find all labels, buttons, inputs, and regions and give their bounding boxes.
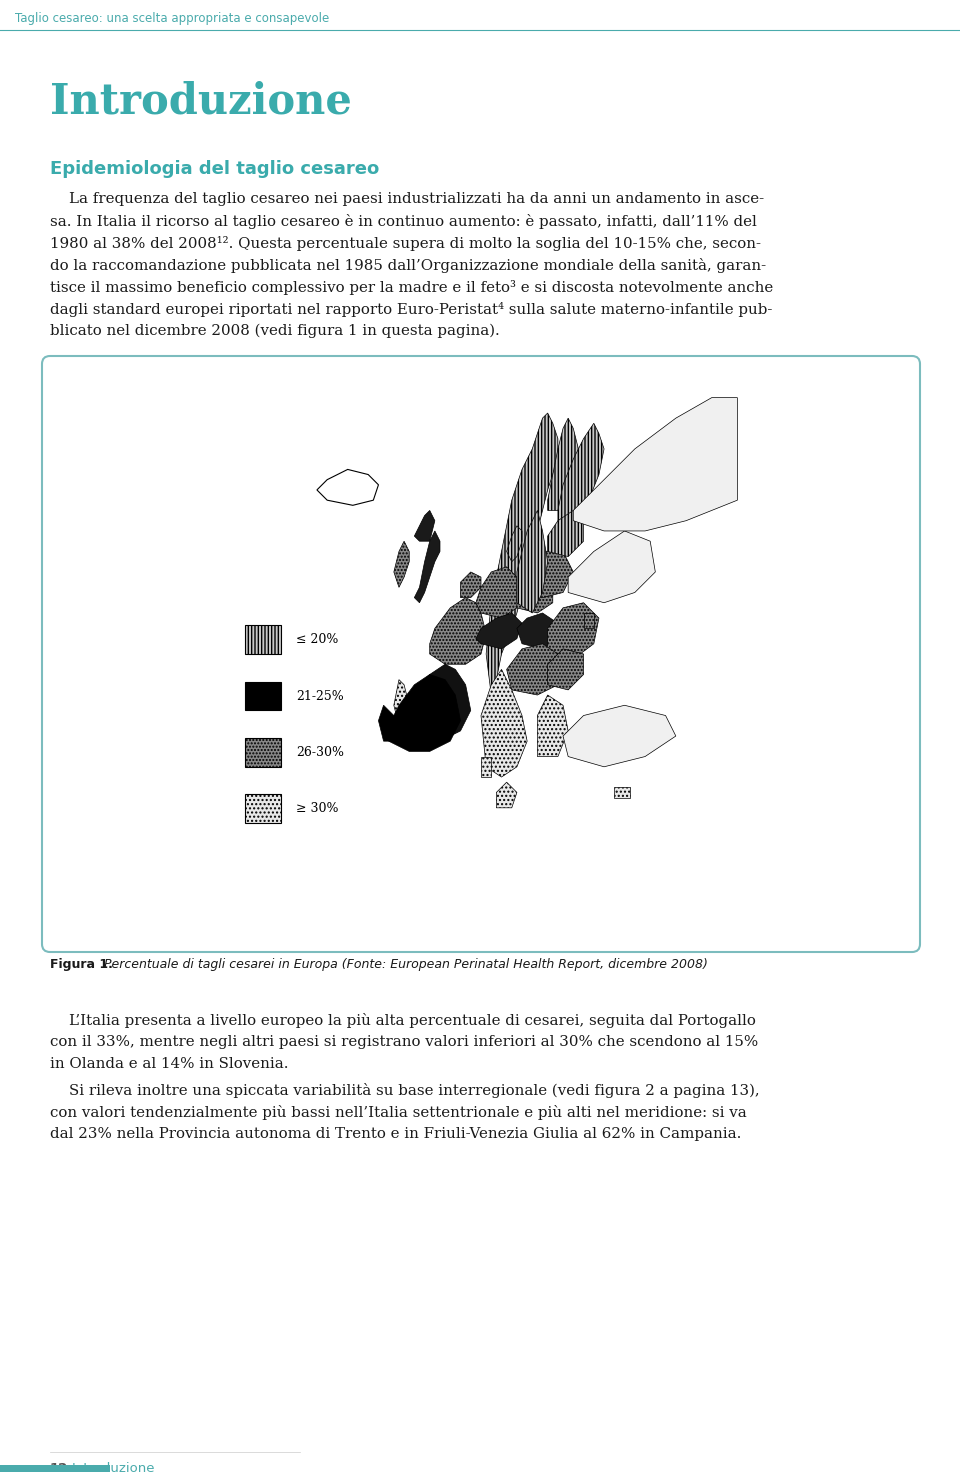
Polygon shape [584, 613, 594, 628]
Polygon shape [516, 613, 558, 649]
Text: tisce il massimo beneficio complessivo per la madre e il feto³ e si discosta not: tisce il massimo beneficio complessivo p… [50, 280, 773, 295]
Text: 12: 12 [50, 1462, 68, 1474]
Polygon shape [547, 419, 579, 510]
Polygon shape [317, 469, 378, 506]
Text: Introduzione: Introduzione [50, 80, 352, 122]
Text: 26-30%: 26-30% [297, 746, 345, 759]
Polygon shape [476, 613, 522, 649]
Polygon shape [507, 644, 558, 696]
Polygon shape [563, 705, 676, 766]
Polygon shape [496, 783, 516, 808]
Text: Epidemiologia del taglio cesareo: Epidemiologia del taglio cesareo [50, 161, 379, 178]
Polygon shape [516, 510, 547, 613]
Text: do la raccomandazione pubblicata nel 1985 dall’Organizzazione mondiale della san: do la raccomandazione pubblicata nel 198… [50, 258, 766, 273]
Polygon shape [507, 526, 522, 562]
Polygon shape [389, 675, 461, 752]
Text: sa. In Italia il ricorso al taglio cesareo è in continuo aumento: è passato, inf: sa. In Italia il ricorso al taglio cesar… [50, 214, 756, 228]
Bar [245, 625, 281, 654]
FancyBboxPatch shape [42, 357, 920, 952]
Text: blicato nel dicembre 2008 (vedi figura 1 in questa pagina).: blicato nel dicembre 2008 (vedi figura 1… [50, 324, 500, 339]
Bar [245, 681, 281, 710]
Polygon shape [399, 665, 470, 741]
Polygon shape [481, 669, 527, 777]
Polygon shape [378, 705, 394, 741]
Polygon shape [547, 603, 599, 659]
Text: 21-25%: 21-25% [297, 690, 345, 703]
Polygon shape [430, 597, 486, 665]
Polygon shape [568, 531, 656, 603]
Text: L’Italia presenta a livello europeo la più alta percentuale di cesarei, seguita : L’Italia presenta a livello europeo la p… [50, 1013, 756, 1027]
Text: in Olanda e al 14% in Slovenia.: in Olanda e al 14% in Slovenia. [50, 1057, 289, 1072]
Text: Figura 1.: Figura 1. [50, 958, 113, 971]
Polygon shape [415, 531, 440, 603]
Polygon shape [614, 787, 630, 797]
Polygon shape [415, 510, 435, 541]
Polygon shape [461, 572, 481, 597]
Text: ≤ 20%: ≤ 20% [297, 634, 339, 646]
Text: con il 33%, mentre negli altri paesi si registrano valori inferiori al 30% che s: con il 33%, mentre negli altri paesi si … [50, 1035, 758, 1049]
Text: Introduzione: Introduzione [72, 1462, 156, 1474]
Polygon shape [547, 510, 584, 557]
Bar [245, 738, 281, 766]
Text: Si rileva inoltre una spiccata variabilità su base interregionale (vedi figura 2: Si rileva inoltre una spiccata variabili… [50, 1083, 759, 1098]
Bar [0, 1465, 110, 1473]
Polygon shape [558, 423, 604, 531]
Polygon shape [394, 680, 409, 725]
Polygon shape [476, 567, 522, 618]
Text: Taglio cesareo: una scelta appropriata e consapevole: Taglio cesareo: una scelta appropriata e… [15, 12, 329, 25]
Polygon shape [573, 398, 737, 531]
Text: dagli standard europei riportati nel rapporto Euro-Peristat⁴ sulla salute matern: dagli standard europei riportati nel rap… [50, 302, 773, 317]
Polygon shape [516, 582, 553, 613]
Polygon shape [547, 649, 584, 690]
Text: La frequenza del taglio cesareo nei paesi industrializzati ha da anni un andamen: La frequenza del taglio cesareo nei paes… [50, 192, 764, 206]
Text: 1980 al 38% del 2008¹². Questa percentuale supera di molto la soglia del 10-15% : 1980 al 38% del 2008¹². Questa percentua… [50, 236, 761, 251]
Text: dal 23% nella Provincia autonoma di Trento e in Friuli-Venezia Giulia al 62% in : dal 23% nella Provincia autonoma di Tren… [50, 1128, 741, 1141]
Polygon shape [481, 756, 492, 777]
Polygon shape [516, 551, 573, 597]
Text: Percentuale di tagli cesarei in Europa (Fonte: European Perinatal Health Report,: Percentuale di tagli cesarei in Europa (… [100, 958, 708, 971]
Polygon shape [486, 413, 558, 696]
Text: con valori tendenzialmente più bassi nell’Italia settentrionale e più alti nel m: con valori tendenzialmente più bassi nel… [50, 1106, 747, 1120]
Polygon shape [538, 696, 568, 756]
Polygon shape [394, 541, 409, 587]
Bar [245, 794, 281, 822]
Text: ≥ 30%: ≥ 30% [297, 802, 339, 815]
